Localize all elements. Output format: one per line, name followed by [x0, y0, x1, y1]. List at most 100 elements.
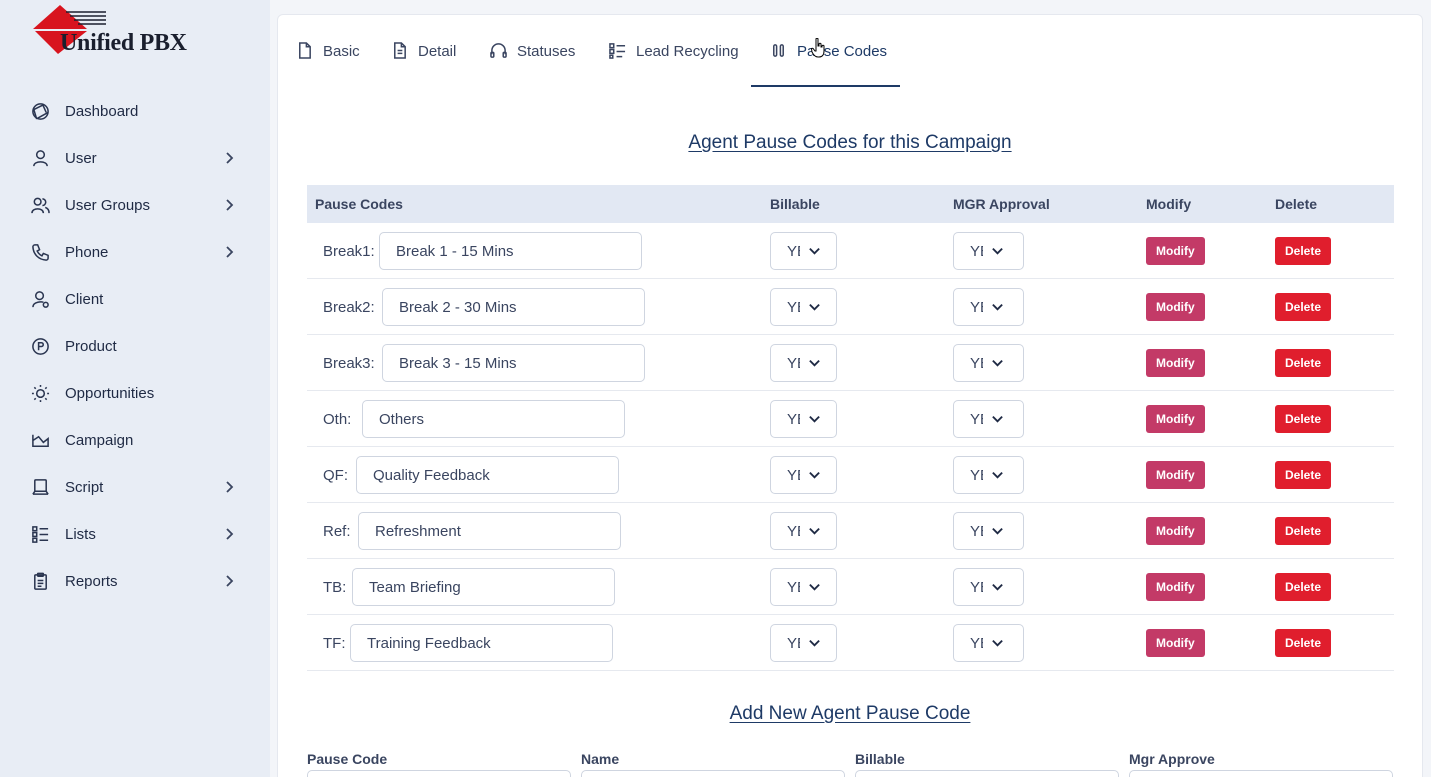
sidebar-item-dashboard[interactable]: Dashboard: [0, 88, 270, 135]
active-tab-indicator: [751, 85, 900, 87]
logo-icon: [33, 5, 106, 54]
billable-select[interactable]: YES: [770, 344, 837, 382]
pause-codes-table: Pause Codes Billable MGR Approval Modify…: [307, 185, 1394, 671]
table-header: Pause Codes Billable MGR Approval Modify…: [307, 185, 1394, 223]
select-value: YES: [787, 634, 800, 652]
modify-button[interactable]: Modify: [1146, 349, 1205, 377]
sidebar-item-user[interactable]: User: [0, 135, 270, 182]
sidebar-item-user-groups[interactable]: User Groups: [0, 182, 270, 229]
tab-basic[interactable]: Basic: [296, 15, 360, 87]
modify-button[interactable]: Modify: [1146, 237, 1205, 265]
modify-button[interactable]: Modify: [1146, 517, 1205, 545]
mgr-approval-select[interactable]: YES: [953, 568, 1024, 606]
sidebar-item-product[interactable]: Product: [0, 323, 270, 370]
tab-label: Detail: [418, 42, 457, 60]
modify-button[interactable]: Modify: [1146, 461, 1205, 489]
campaign-icon: [30, 431, 50, 451]
select-value: YES: [970, 466, 983, 484]
sidebar-item-script[interactable]: Script: [0, 464, 270, 511]
pause-name-input[interactable]: [356, 456, 619, 494]
add-pause-code-form: Pause Code Name Billable Mgr Approve: [307, 751, 1394, 777]
mgr-approval-select[interactable]: YES: [953, 512, 1024, 550]
chevron-right-icon: [222, 198, 236, 212]
mgr-approval-select[interactable]: YES: [953, 232, 1024, 270]
mgr-approval-select[interactable]: YES: [953, 344, 1024, 382]
sidebar-item-reports[interactable]: Reports: [0, 558, 270, 605]
chevron-down-icon: [808, 580, 822, 594]
pause-code-label: Break2:: [323, 299, 375, 316]
mgr-approval-select[interactable]: YES: [953, 456, 1024, 494]
sidebar-item-lists[interactable]: Lists: [0, 511, 270, 558]
chevron-down-icon: [991, 524, 1005, 538]
list-check-icon: [609, 42, 627, 60]
modify-button[interactable]: Modify: [1146, 629, 1205, 657]
select-value: YES: [787, 410, 800, 428]
table-row: TB: YES YES Modify Delete: [307, 559, 1394, 615]
pause-name-input[interactable]: [352, 568, 615, 606]
delete-button[interactable]: Delete: [1275, 349, 1332, 377]
chevron-right-icon: [222, 480, 236, 494]
sidebar-item-label: Dashboard: [65, 103, 139, 120]
select-value: YES: [970, 578, 983, 596]
sidebar-item-campaign[interactable]: Campaign: [0, 417, 270, 464]
billable-select[interactable]: YES: [770, 512, 837, 550]
select-value: YES: [970, 242, 983, 260]
pause-code-label: QF:: [323, 467, 348, 484]
table-row: Break2: YES YES Modify Delete: [307, 279, 1394, 335]
headset-icon: [490, 42, 508, 60]
tab-detail[interactable]: Detail: [391, 15, 456, 87]
modify-button[interactable]: Modify: [1146, 405, 1205, 433]
billable-select[interactable]: YES: [770, 624, 837, 662]
select-value: YES: [970, 634, 983, 652]
pause-code-field[interactable]: [307, 770, 571, 777]
delete-button[interactable]: Delete: [1275, 517, 1332, 545]
delete-button[interactable]: Delete: [1275, 461, 1332, 489]
chevron-down-icon: [991, 412, 1005, 426]
tab-lead-recycling[interactable]: Lead Recycling: [609, 15, 739, 87]
delete-button[interactable]: Delete: [1275, 237, 1332, 265]
sidebar-item-phone[interactable]: Phone: [0, 229, 270, 276]
billable-select[interactable]: YES: [770, 568, 837, 606]
chevron-down-icon: [991, 300, 1005, 314]
pause-name-input[interactable]: [350, 624, 613, 662]
sidebar-item-label: Opportunities: [65, 385, 155, 402]
billable-select[interactable]: YES: [770, 288, 837, 326]
billable-field[interactable]: [855, 770, 1119, 777]
pause-name-input[interactable]: [379, 232, 642, 270]
sidebar-item-label: User Groups: [65, 197, 151, 214]
delete-button[interactable]: Delete: [1275, 573, 1332, 601]
mgr-approval-select[interactable]: YES: [953, 288, 1024, 326]
modify-button[interactable]: Modify: [1146, 293, 1205, 321]
pause-name-input[interactable]: [358, 512, 621, 550]
sidebar-nav: Dashboard User User Groups Phone Client …: [0, 88, 270, 605]
pause-name-input[interactable]: [382, 288, 645, 326]
billable-select[interactable]: YES: [770, 400, 837, 438]
reports-icon: [30, 572, 50, 592]
tab-pause-codes[interactable]: Pause Codes: [770, 15, 887, 87]
user-icon: [30, 149, 50, 169]
script-icon: [30, 478, 50, 498]
mgr-approval-select[interactable]: YES: [953, 624, 1024, 662]
sidebar: Unified PBX Dashboard User User Groups P…: [0, 0, 270, 777]
sidebar-item-opportunities[interactable]: Opportunities: [0, 370, 270, 417]
tab-label: Statuses: [517, 42, 576, 60]
tab-label: Lead Recycling: [636, 42, 739, 60]
mgr-approve-field-label: Mgr Approve: [1129, 751, 1215, 767]
billable-select[interactable]: YES: [770, 456, 837, 494]
delete-button[interactable]: Delete: [1275, 405, 1332, 433]
chevron-down-icon: [808, 524, 822, 538]
mgr-approval-select[interactable]: YES: [953, 400, 1024, 438]
billable-select[interactable]: YES: [770, 232, 837, 270]
pause-name-input[interactable]: [362, 400, 625, 438]
delete-button[interactable]: Delete: [1275, 629, 1332, 657]
pause-name-input[interactable]: [382, 344, 645, 382]
modify-button[interactable]: Modify: [1146, 573, 1205, 601]
lists-icon: [30, 525, 50, 545]
tab-statuses[interactable]: Statuses: [490, 15, 575, 87]
select-value: YES: [787, 354, 800, 372]
sidebar-item-client[interactable]: Client: [0, 276, 270, 323]
delete-button[interactable]: Delete: [1275, 293, 1332, 321]
logo-text: Unified PBX: [60, 30, 187, 56]
mgr-approve-field[interactable]: [1129, 770, 1393, 777]
name-field[interactable]: [581, 770, 845, 777]
